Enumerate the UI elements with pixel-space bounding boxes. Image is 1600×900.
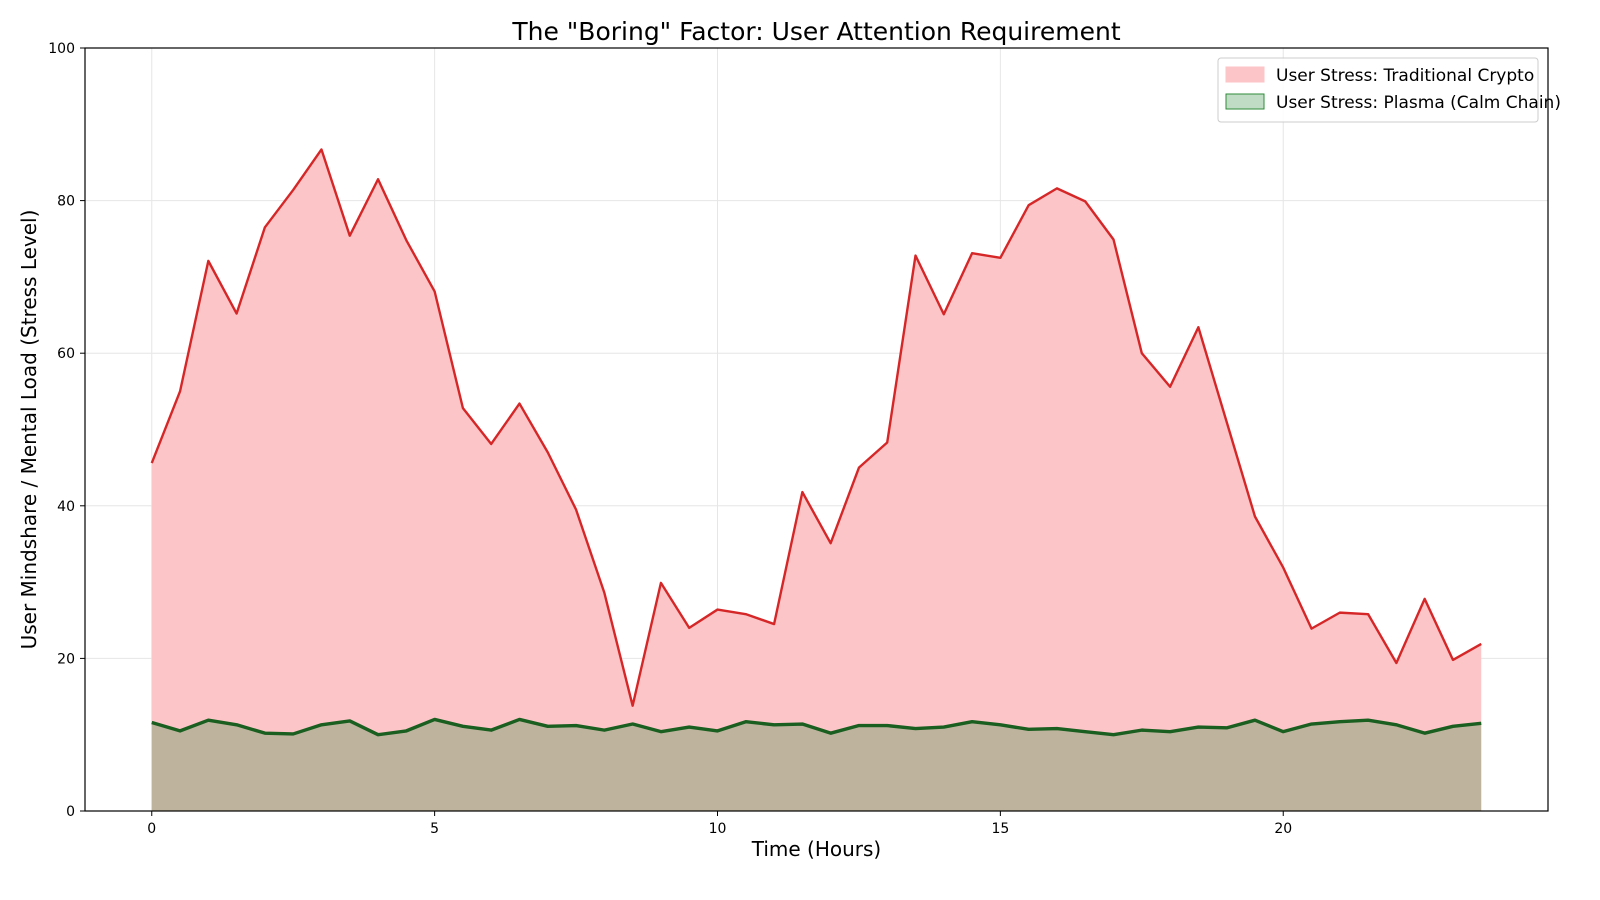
legend-box xyxy=(1217,57,1539,123)
x-tick-label: 15 xyxy=(991,821,1009,837)
x-tick-label: 20 xyxy=(1274,821,1292,837)
y-tick-label: 0 xyxy=(66,804,75,820)
legend-swatch-plasma xyxy=(1225,93,1265,110)
legend: User Stress: Traditional Crypto User Str… xyxy=(1217,57,1561,123)
x-tick-label: 5 xyxy=(430,821,439,837)
legend-label-plasma: User Stress: Plasma (Calm Chain) xyxy=(1276,93,1561,113)
y-tick-label: 20 xyxy=(57,651,75,667)
series-lines xyxy=(150,148,1482,737)
x-tick-label: 10 xyxy=(709,821,727,837)
y-tick-label: 60 xyxy=(57,346,75,362)
line-traditional-crypto xyxy=(150,148,1482,707)
series-areas xyxy=(151,149,1482,811)
y-axis-label: User Mindshare / Mental Load (Stress Lev… xyxy=(17,210,41,650)
y-tick-label: 80 xyxy=(57,194,75,210)
y-tick-label: 100 xyxy=(48,41,75,57)
x-axis-label: Time (Hours) xyxy=(751,837,882,861)
chart-title: The "Boring" Factor: User Attention Requ… xyxy=(511,17,1120,46)
plot-frame xyxy=(84,47,1549,812)
legend-label-traditional: User Stress: Traditional Crypto xyxy=(1276,66,1534,86)
area-traditional-crypto xyxy=(151,149,1482,811)
area-plasma-calm-chain xyxy=(151,719,1482,811)
legend-swatch-traditional xyxy=(1225,66,1265,83)
axis-ticks: 0 5 10 15 20 0 20 40 60 80 100 xyxy=(48,41,1292,837)
y-tick-label: 40 xyxy=(57,499,75,515)
line-plasma-calm-chain xyxy=(151,717,1482,737)
x-tick-label: 0 xyxy=(147,821,156,837)
